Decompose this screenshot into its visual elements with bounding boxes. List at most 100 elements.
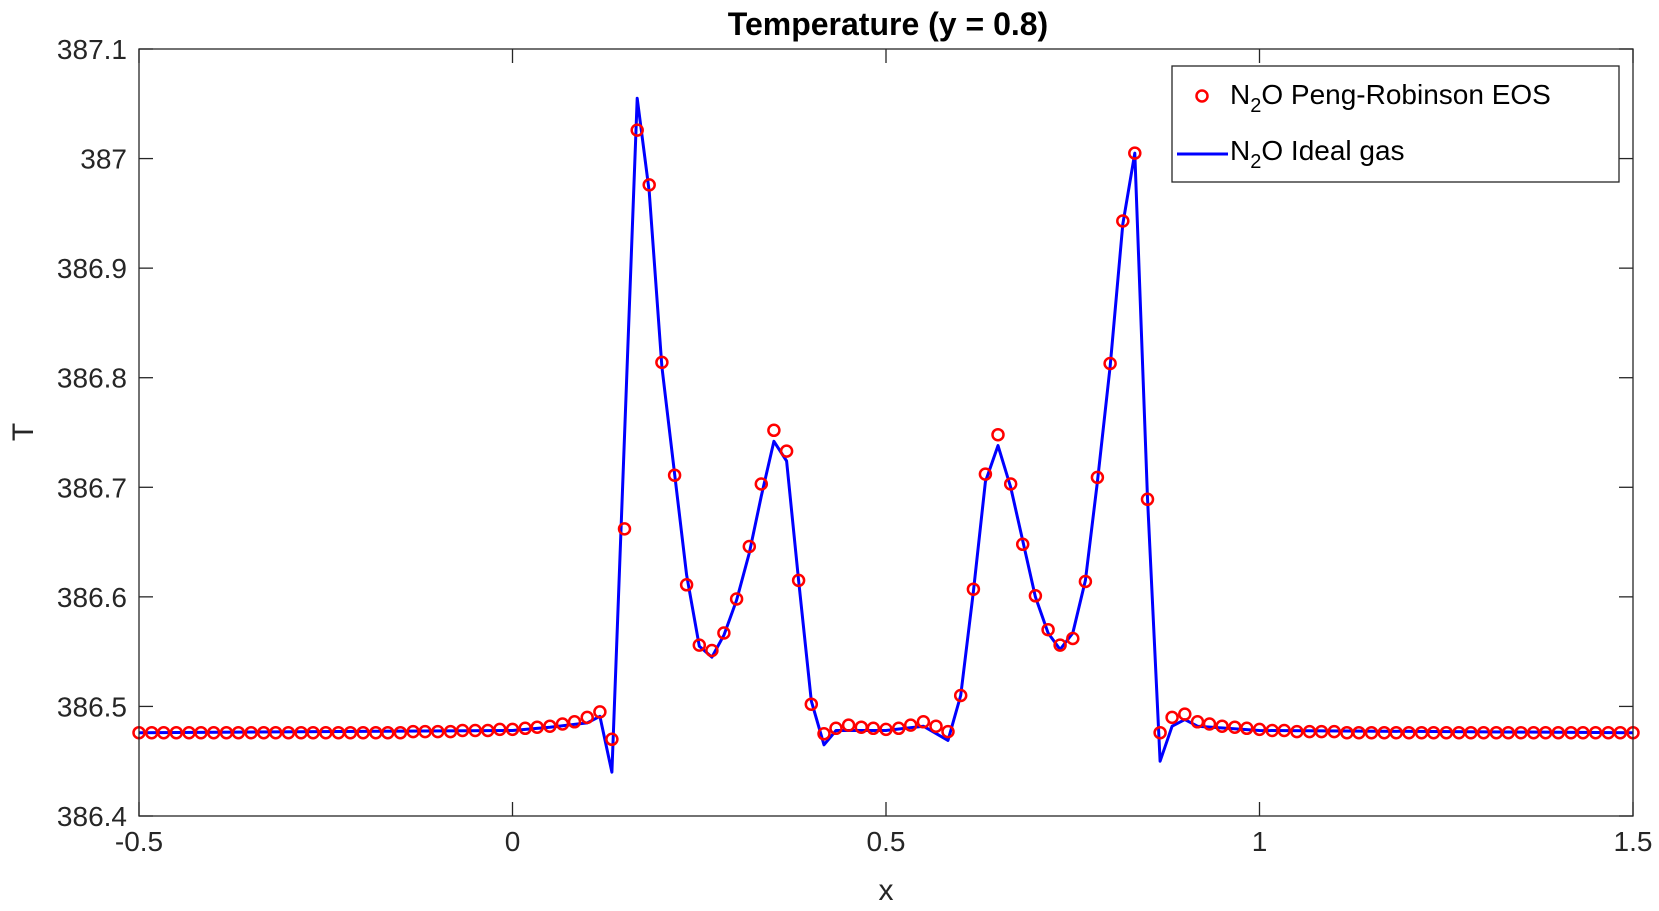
ticks-layer: -0.5 0 0.5 1 1.5 386.4 386.5 386.6 386.7 386.8 386…: [57, 34, 1653, 857]
data-point-peng-robinson: [281, 725, 296, 740]
data-point-peng-robinson: [605, 732, 619, 747]
data-point-peng-robinson: [1252, 722, 1267, 737]
data-point-peng-robinson: [319, 725, 333, 740]
data-point-peng-robinson: [817, 727, 831, 741]
data-point-peng-robinson: [1116, 214, 1130, 228]
data-point-peng-robinson: [891, 721, 906, 736]
legend-ideal-rest: O Ideal gas: [1261, 135, 1404, 166]
data-point-peng-robinson: [381, 725, 395, 740]
data-point-peng-robinson: [692, 638, 707, 652]
data-point-peng-robinson: [679, 578, 694, 592]
data-point-peng-robinson: [194, 725, 208, 740]
data-point-peng-robinson: [1501, 725, 1516, 740]
data-point-peng-robinson: [555, 717, 570, 731]
data-point-peng-robinson: [1140, 492, 1155, 507]
data-point-peng-robinson: [1041, 622, 1055, 637]
data-point-peng-robinson: [642, 178, 656, 192]
data-point-peng-robinson: [742, 539, 757, 554]
legend-box: [1171, 65, 1620, 183]
data-point-peng-robinson: [617, 522, 632, 536]
data-point-peng-robinson: [1464, 725, 1478, 740]
series-layer: [132, 96, 1640, 774]
data-point-peng-robinson: [431, 724, 445, 739]
legend-ideal-sub: 2: [1250, 151, 1261, 173]
data-point-peng-robinson: [1439, 725, 1454, 740]
data-point-peng-robinson: [1613, 725, 1628, 740]
data-point-peng-robinson: [841, 718, 856, 732]
data-point-peng-robinson: [1066, 631, 1080, 646]
y-tick-label: 387: [80, 144, 127, 175]
data-point-peng-robinson: [356, 725, 370, 740]
data-point-peng-robinson: [866, 721, 881, 736]
data-point-peng-robinson: [1277, 723, 1291, 738]
data-point-peng-robinson: [1128, 146, 1142, 160]
data-point-peng-robinson: [468, 723, 482, 738]
y-tick-label: 386.6: [57, 582, 127, 613]
data-point-peng-robinson: [156, 725, 171, 740]
data-point-peng-robinson: [1314, 724, 1329, 739]
data-point-peng-robinson: [306, 725, 320, 740]
data-point-peng-robinson: [667, 468, 682, 482]
data-point-peng-robinson: [829, 721, 843, 736]
data-point-peng-robinson: [767, 423, 781, 438]
y-tick-label: 386.7: [57, 472, 127, 503]
data-point-peng-robinson: [1551, 725, 1566, 740]
data-point-peng-robinson: [418, 724, 432, 739]
data-point-peng-robinson: [1426, 725, 1441, 740]
data-point-peng-robinson: [1078, 574, 1093, 589]
data-point-peng-robinson: [1165, 710, 1179, 725]
data-point-peng-robinson: [1476, 725, 1491, 740]
y-axis-label: T: [7, 423, 40, 441]
data-point-peng-robinson: [804, 697, 819, 711]
x-tick-label: 1.5: [1614, 826, 1653, 857]
data-point-peng-robinson: [1190, 715, 1205, 729]
data-point-peng-robinson: [1003, 477, 1018, 491]
data-point-peng-robinson: [717, 626, 731, 640]
data-point-peng-robinson: [941, 724, 955, 739]
data-point-peng-robinson: [1103, 356, 1117, 371]
data-point-peng-robinson: [729, 592, 744, 606]
data-point-peng-robinson: [754, 477, 769, 491]
data-point-peng-robinson: [903, 718, 918, 732]
data-point-peng-robinson: [1240, 721, 1254, 736]
data-point-peng-robinson: [567, 715, 582, 729]
x-tick-label: 1: [1252, 826, 1268, 857]
data-point-peng-robinson: [1364, 725, 1379, 740]
x-tick-label: -0.5: [115, 826, 163, 857]
data-point-peng-robinson: [929, 719, 943, 733]
data-point-peng-robinson: [1178, 707, 1192, 721]
chart-title: Temperature (y = 0.8): [728, 6, 1048, 42]
data-point-peng-robinson: [1402, 725, 1416, 740]
data-point-peng-robinson: [630, 123, 644, 137]
data-point-peng-robinson: [1090, 470, 1105, 485]
data-point-peng-robinson: [1352, 725, 1366, 740]
data-point-peng-robinson: [1576, 725, 1590, 740]
x-tick-label: 0: [505, 826, 521, 857]
data-point-peng-robinson: [978, 467, 993, 481]
data-point-peng-robinson: [268, 725, 283, 740]
data-point-peng-robinson: [1215, 719, 1229, 733]
data-point-peng-robinson: [953, 688, 968, 703]
legend-label-ideal-gas: N2O Ideal gas: [1230, 135, 1405, 173]
data-point-peng-robinson: [1202, 717, 1217, 731]
data-point-peng-robinson: [1588, 725, 1603, 740]
data-point-peng-robinson: [1327, 724, 1341, 739]
data-point-peng-robinson: [543, 719, 557, 733]
legend-ideal-main: N: [1230, 135, 1250, 166]
data-point-peng-robinson: [343, 725, 358, 740]
data-point-peng-robinson: [1514, 725, 1528, 740]
data-point-peng-robinson: [593, 705, 607, 719]
y-tick-label: 387.1: [57, 34, 127, 65]
data-point-peng-robinson: [530, 720, 544, 734]
data-point-peng-robinson: [244, 725, 258, 740]
data-point-peng-robinson: [1053, 638, 1067, 652]
legend: N2O Peng-Robinson EOS N2O Ideal gas: [1171, 65, 1620, 183]
y-tick-label: 386.9: [57, 253, 127, 284]
legend-marker-peng-robinson: [1195, 89, 1209, 103]
data-point-peng-robinson: [1028, 589, 1043, 603]
data-point-peng-robinson: [705, 643, 719, 658]
legend-pr-sub: 2: [1250, 95, 1261, 117]
data-point-peng-robinson: [1290, 724, 1304, 739]
data-point-peng-robinson: [791, 573, 806, 588]
